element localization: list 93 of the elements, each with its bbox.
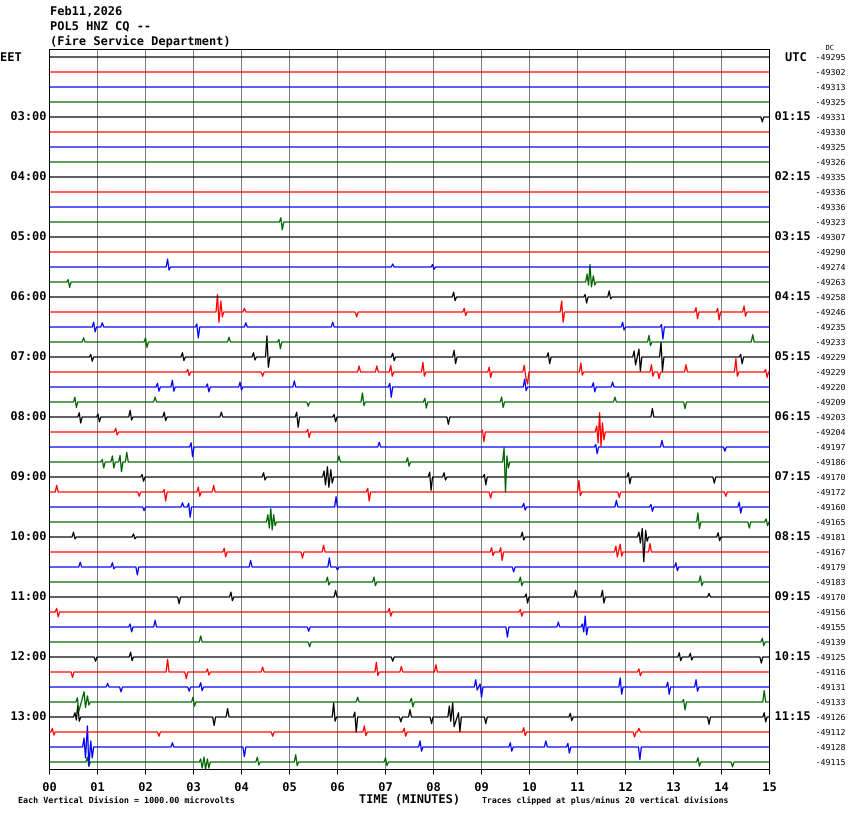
text: -49131 <box>816 682 846 692</box>
text: -49326 <box>816 156 846 168</box>
y-tick-label: 05:00 <box>10 229 46 244</box>
text: -49197 <box>816 442 846 452</box>
x-tick-label: 01 <box>90 780 105 794</box>
y2-tick-label: 10:15 <box>774 649 811 664</box>
y2-axis-title: UTC <box>785 50 807 65</box>
x-tick-label: 04 <box>234 780 249 794</box>
text: -49233 <box>816 336 846 348</box>
chart-subtitle: POL5 HNZ CQ -- (Fire Service Department) <box>50 19 231 49</box>
text: -49116 <box>816 666 846 678</box>
text: Each Vertical Division = 1000.00 microvolts <box>18 795 235 806</box>
text: -49203 <box>816 412 846 422</box>
text: -49331 <box>816 112 846 122</box>
y-tick-label: 06:00 <box>10 289 46 304</box>
text: -49335 <box>816 172 846 182</box>
text: -49183 <box>816 576 846 588</box>
y2-tick-label: 06:15 <box>774 409 811 424</box>
text: -49209 <box>816 396 846 408</box>
x-tick-label: 13 <box>666 780 681 794</box>
y2-tick-label: 07:15 <box>774 469 811 484</box>
text: -49307 <box>816 232 846 242</box>
text: -49165 <box>816 516 846 528</box>
x-tick-label: 02 <box>138 780 153 794</box>
text: -49274 <box>816 262 846 272</box>
x-tick-label: 15 <box>762 780 777 794</box>
x-axis-title: TIME (MINUTES) <box>358 792 460 806</box>
text: -49229 <box>816 352 846 362</box>
x-tick-label: 07 <box>378 780 393 794</box>
x-tick-label: 12 <box>618 780 633 794</box>
y-tick-label: 12:00 <box>10 649 46 664</box>
text: -49204 <box>816 426 846 438</box>
text: -49126 <box>816 712 846 722</box>
y2-tick-label: 02:15 <box>774 169 811 184</box>
text: -49330 <box>816 126 846 138</box>
y-axis-title: EET <box>0 50 22 65</box>
text: -49170 <box>816 472 846 482</box>
x-tick-label: 00 <box>42 780 57 794</box>
text: -49313 <box>816 82 846 92</box>
text: -49160 <box>816 502 846 512</box>
y2-tick-label: 05:15 <box>774 349 811 364</box>
text: -49115 <box>816 756 846 768</box>
text: -49167 <box>816 546 846 558</box>
text: -49323 <box>816 216 846 228</box>
y-tick-label: 13:00 <box>10 709 46 724</box>
text: -49186 <box>816 456 846 468</box>
x-tick-label: 06 <box>330 780 345 794</box>
y2-tick-label: 04:15 <box>774 289 811 304</box>
text: -49133 <box>816 696 846 708</box>
x-tick-label: 08 <box>426 780 441 794</box>
text: -49155 <box>816 622 846 632</box>
y-tick-label: 09:00 <box>10 469 46 484</box>
y2-tick-label: 03:15 <box>774 229 811 244</box>
text: Traces clipped at plus/minus 20 vertical divisions <box>482 795 728 806</box>
text: -49172 <box>816 486 846 498</box>
chart-title: Feb11,2026 <box>50 4 122 19</box>
text: -49235 <box>816 322 846 332</box>
x-tick-label: 09 <box>474 780 489 794</box>
x-tick-label: 14 <box>714 780 729 794</box>
text: -49181 <box>816 532 846 542</box>
y-tick-label: 11:00 <box>10 589 46 604</box>
text: -49229 <box>816 366 846 378</box>
text: -49325 <box>816 142 846 152</box>
text: -49112 <box>816 726 846 738</box>
y-tick-label: 08:00 <box>10 409 46 424</box>
y-tick-label: 10:00 <box>10 529 46 544</box>
text: -49156 <box>816 606 846 618</box>
text: -49336 <box>816 186 846 198</box>
y2-tick-label: 11:15 <box>774 709 811 724</box>
y-tick-label: 04:00 <box>10 169 46 184</box>
x-tick-label: 05 <box>282 780 297 794</box>
x-tick-label: 10 <box>522 780 537 794</box>
text: -49170 <box>816 592 846 602</box>
text: -49302 <box>816 66 846 78</box>
text: -49325 <box>816 96 846 108</box>
text: -49263 <box>816 276 846 288</box>
y-tick-label: 07:00 <box>10 349 46 364</box>
y2-tick-label: 09:15 <box>774 589 811 604</box>
y-tick-label: 03:00 <box>10 109 46 124</box>
text: -49295 <box>816 52 846 62</box>
text: -49258 <box>816 292 846 302</box>
text: -49128 <box>816 742 846 752</box>
text: -49139 <box>816 636 846 648</box>
text: -49246 <box>816 306 846 318</box>
text: -49125 <box>816 652 846 662</box>
y2-tick-label: 08:15 <box>774 529 811 544</box>
text: -49179 <box>816 562 846 572</box>
text: -49290 <box>816 246 846 258</box>
y2-tick-label: 01:15 <box>774 109 811 124</box>
text: -49336 <box>816 202 846 212</box>
text: -49220 <box>816 382 846 392</box>
x-tick-label: 11 <box>570 780 585 794</box>
x-tick-label: 03 <box>186 780 201 794</box>
